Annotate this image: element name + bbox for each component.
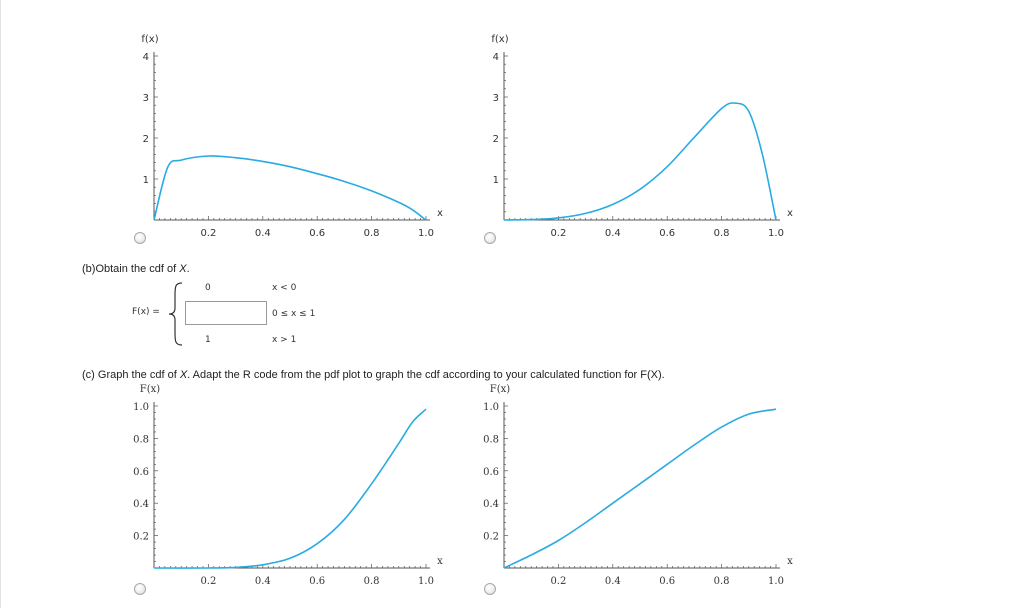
x-axis-label: x: [437, 556, 443, 567]
y-axis-label: F(x): [490, 384, 510, 395]
pdf-option-plot-a: 0.2 0.4 0.6 0.8 1.0 1 2 3 4 f(x) x: [141, 34, 443, 239]
y-tick-label: 4: [143, 52, 149, 63]
y-axis-label: f(x): [141, 34, 158, 45]
piece-1-condition: x < 0: [272, 283, 297, 293]
part-b-prompt-end: .: [186, 263, 190, 275]
cdf-middle-piece-input[interactable]: [185, 301, 267, 325]
part-c-prompt-text: (c) Graph the cdf of: [82, 369, 180, 381]
y-tick-label: 3: [493, 93, 499, 104]
x-tick-label: 0.8: [364, 576, 380, 587]
y-tick-label: 4: [493, 52, 499, 63]
part-b-prompt-text: (b)Obtain the cdf of: [82, 263, 180, 275]
x-tick-label: 0.2: [550, 228, 566, 239]
x-tick-label: 0.4: [255, 576, 271, 587]
cdf-option-plot-b: 0.2 0.4 0.6 0.8 1.0 0.2 0.4 0.6 0.8 1.0 F(x) x: [483, 384, 793, 587]
x-tick-label: 0.6: [659, 576, 675, 587]
y-tick-label: 1.0: [483, 402, 499, 413]
piecewise-brace: [168, 282, 183, 346]
x-tick-label: 0.2: [200, 228, 216, 239]
x-tick-label: 0.8: [714, 228, 730, 239]
y-tick-label: 1.0: [133, 402, 149, 413]
x-tick-label: 0.4: [255, 228, 271, 239]
x-tick-label: 1.0: [768, 228, 784, 239]
y-tick-label: 3: [143, 93, 149, 104]
y-tick-label: 0.2: [133, 532, 149, 543]
pdf-option-a-radio[interactable]: [134, 232, 146, 244]
cdf-option-b-radio[interactable]: [484, 583, 496, 595]
x-tick-label: 1.0: [418, 576, 434, 587]
x-tick-label: 0.6: [309, 228, 325, 239]
x-tick-label: 0.6: [309, 576, 325, 587]
part-c-prompt: (c) Graph the cdf of X. Adapt the R code…: [82, 369, 665, 381]
y-tick-label: 2: [143, 134, 149, 145]
x-tick-label: 0.8: [364, 228, 380, 239]
x-axis-label: x: [787, 208, 793, 219]
function-curve: [503, 408, 777, 569]
function-curve: [153, 408, 427, 569]
part-b-prompt-var: X: [179, 263, 187, 275]
function-curve: [503, 102, 777, 221]
piece-2-condition: 0 ≤ x ≤ 1: [272, 309, 316, 319]
cdf-option-a-radio[interactable]: [134, 583, 146, 595]
x-tick-label: 0.8: [714, 576, 730, 587]
x-tick-label: 0.2: [550, 576, 566, 587]
y-tick-label: 0.2: [483, 532, 499, 543]
cdf-option-plot-a: 0.2 0.4 0.6 0.8 1.0 0.2 0.4 0.6 0.8 1.0 F(x) x: [133, 384, 443, 587]
x-tick-label: 0.4: [605, 576, 621, 587]
x-tick-label: 0.4: [605, 228, 621, 239]
y-tick-label: 1: [493, 175, 499, 186]
part-c-prompt-end: . Adapt the R code from the pdf plot to …: [187, 369, 665, 381]
y-tick-label: 0.8: [133, 434, 149, 445]
y-tick-label: 0.6: [133, 467, 149, 478]
y-tick-label: 0.4: [483, 499, 499, 510]
part-b-prompt: (b)Obtain the cdf of X.: [82, 263, 190, 275]
y-tick-label: 2: [493, 134, 499, 145]
y-tick-label: 0.4: [133, 499, 149, 510]
y-axis-label: F(x): [140, 384, 160, 395]
part-c-prompt-var: X: [179, 369, 188, 381]
pdf-option-plot-b: 0.2 0.4 0.6 0.8 1.0 1 2 3 4 f(x) x: [491, 34, 793, 239]
cdf-lhs-label: F(x) =: [132, 307, 160, 317]
x-axis-label: x: [787, 556, 793, 567]
x-tick-label: 0.2: [200, 576, 216, 587]
y-tick-label: 1: [143, 175, 149, 186]
function-curve: [153, 155, 427, 221]
content-frame-border: [0, 0, 1, 608]
piece-3-value: 1: [205, 335, 211, 345]
x-tick-label: 1.0: [418, 228, 434, 239]
piece-1-value: 0: [205, 283, 211, 293]
x-tick-label: 0.6: [659, 228, 675, 239]
piece-3-condition: x > 1: [272, 335, 297, 345]
pdf-option-b-radio[interactable]: [484, 232, 496, 244]
y-tick-label: 0.6: [483, 467, 499, 478]
x-tick-label: 1.0: [768, 576, 784, 587]
x-axis-label: x: [437, 208, 443, 219]
y-tick-label: 0.8: [483, 434, 499, 445]
y-axis-label: f(x): [491, 34, 508, 45]
